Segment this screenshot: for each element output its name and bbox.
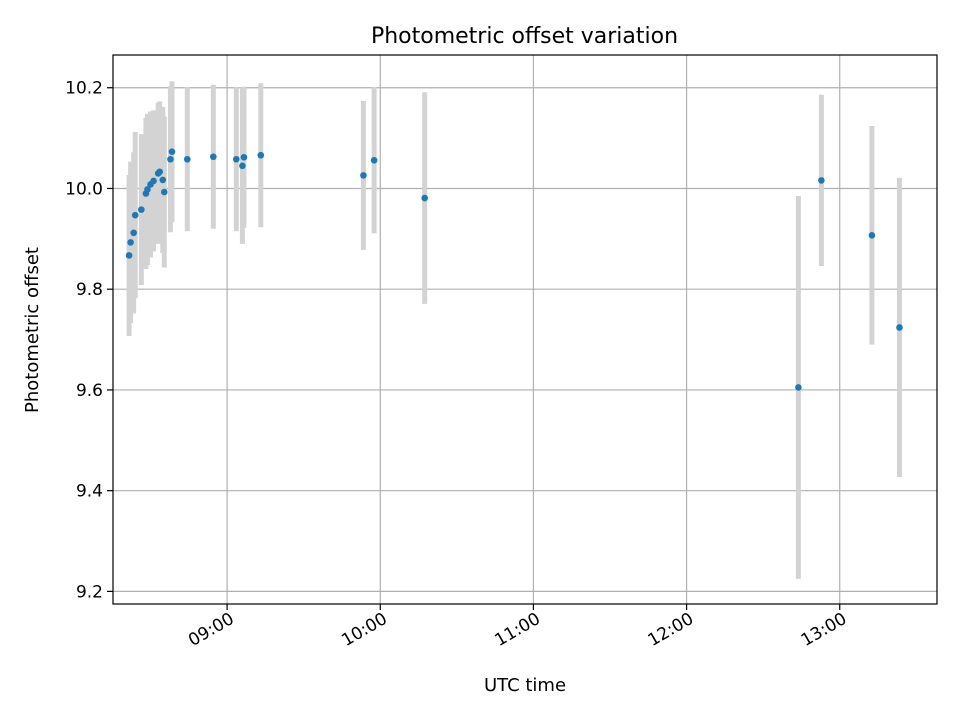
data-point [144,186,151,193]
axis-ticks: 09:00 10:00 11:00 12:00 13:00 9.2 9.4 9.6 9.8 10.… [65,79,850,651]
y-tick-label: 10.2 [65,79,103,99]
data-point [257,151,265,159]
data-point [150,177,157,185]
data-point [240,153,248,161]
chart-title: Photometric offset variation [371,24,678,49]
data-point [795,384,802,391]
y-tick-label: 9.4 [76,482,103,502]
data-point [183,155,191,163]
data-point [896,324,903,331]
x-tick-label: 10:00 [338,609,390,651]
data-point [161,188,168,196]
data-point [130,229,137,237]
data-point [167,155,174,163]
data-point [127,239,134,246]
y-tick-label: 9.8 [76,280,103,300]
y-tick-label: 9.2 [76,582,103,602]
data-point [168,148,176,156]
data-point [239,162,246,170]
data-point [210,153,217,161]
data-point [818,177,825,184]
data-point [156,168,164,176]
data-point [138,206,145,213]
y-tick-label: 10.0 [65,179,103,199]
data-point [125,252,133,259]
data-point [868,232,876,239]
y-tick-label: 9.6 [76,381,103,401]
x-tick-label: 11:00 [491,609,543,651]
data-point [421,194,428,202]
x-axis-label: UTC time [484,675,566,696]
data-point [232,155,240,163]
x-tick-label: 12:00 [645,609,697,651]
grid-lines [113,55,937,604]
data-point [370,156,378,164]
data-point [360,172,367,179]
data-points [125,148,903,391]
y-axis-label: Photometric offset [22,247,43,413]
x-tick-label: 09:00 [185,609,237,651]
data-point [131,211,139,219]
x-tick-label: 13:00 [798,609,850,651]
plot-frame [112,54,938,605]
data-point [159,176,167,184]
